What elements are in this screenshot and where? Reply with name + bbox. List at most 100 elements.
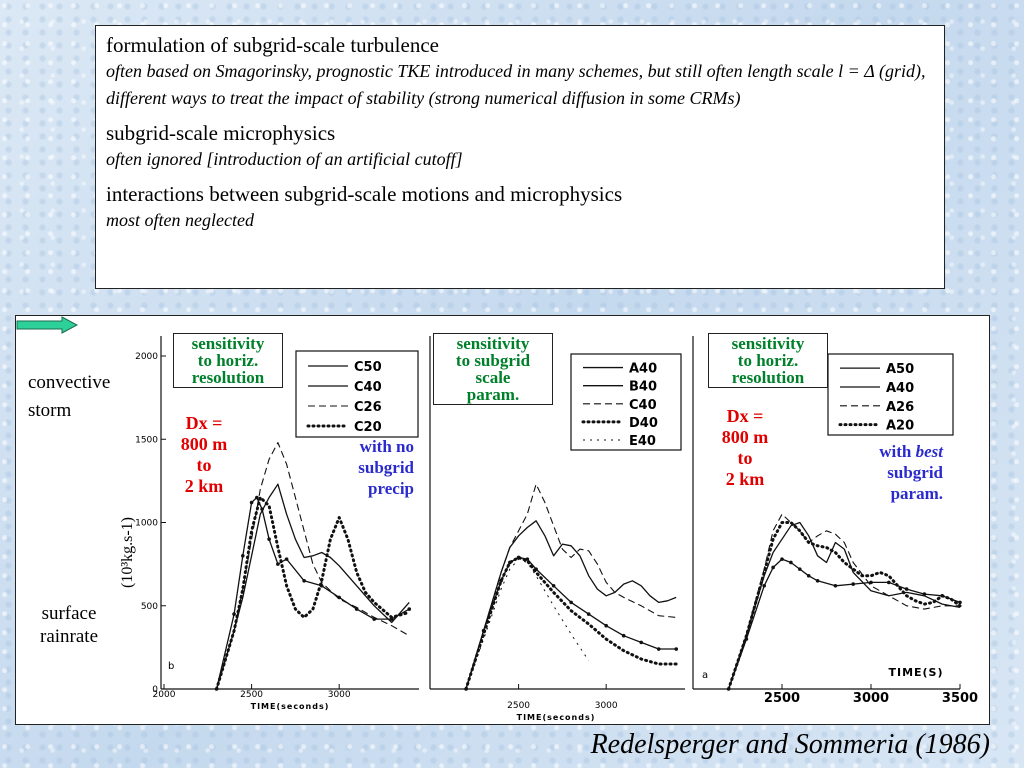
y-tick-label: 1000: [135, 519, 158, 529]
legend-label-a40: A40: [629, 362, 657, 377]
legend-label-c20: C20: [354, 420, 382, 435]
y-tick-label: 1500: [135, 435, 158, 445]
text-panel: formulation of subgrid-scale turbulence …: [95, 25, 945, 289]
series-point-a50: [851, 582, 855, 586]
legend-label-c40: C40: [629, 398, 657, 413]
x-tick-label: 2500: [507, 701, 530, 711]
best-note-em: best: [915, 442, 943, 461]
heading-interactions: interactions between subgrid-scale motio…: [106, 182, 623, 206]
legend-label-c50: C50: [354, 360, 382, 375]
right-arrow-icon: [16, 316, 78, 334]
series-point-a50: [780, 557, 784, 561]
y-tick-label: 500: [141, 602, 158, 612]
series-point-b40: [674, 647, 679, 651]
legend-label-a20: A20: [886, 419, 914, 434]
legend-label-d40: D40: [629, 416, 658, 431]
series-point-a50: [833, 583, 838, 588]
x-axis-label: TIME(seconds): [251, 702, 330, 711]
series-point-a50: [887, 580, 891, 585]
x-tick-label: 2000: [153, 690, 176, 700]
note-box-3: sensitivity to horiz. resolution: [708, 333, 828, 388]
x-axis-label: TIME(seconds): [517, 713, 596, 722]
legend-label-a26: A26: [886, 400, 914, 415]
y-tick-label: 0: [152, 685, 158, 695]
series-line-c40: [215, 483, 410, 690]
legend-label-b40: B40: [629, 380, 657, 395]
series-line-e40: [465, 558, 590, 690]
series-line-a20: [727, 521, 962, 691]
series-line-c50: [215, 496, 410, 690]
series-point-c50: [249, 500, 254, 505]
series-point-c50: [267, 537, 271, 541]
convective-storm-label: convective storm: [28, 372, 111, 421]
citation: Redelsperger and Sommeria (1986): [590, 729, 990, 760]
series-line-d40: [464, 556, 678, 691]
legend-box-1: [570, 353, 682, 451]
series-point-b40: [604, 623, 608, 628]
series-point-b40: [551, 583, 556, 588]
detail-interactions: most often neglected: [106, 210, 254, 230]
detail-turbulence: often based on Smagorinsky, prognostic T…: [106, 61, 926, 108]
series-point-a50: [869, 580, 873, 585]
series-point-c50: [232, 612, 236, 616]
series-point-a50: [789, 560, 793, 565]
series-point-a50: [815, 578, 820, 583]
heading-microphysics: subgrid-scale microphysics: [106, 121, 336, 145]
series-point-a50: [904, 587, 909, 591]
x-tick-label: 3000: [595, 701, 618, 711]
charts-svg: 0 500 1000 1500 2000 2000 2500 3000 TIME(seconds…: [135, 336, 978, 722]
heading-turbulence: formulation of subgrid-scale turbulence: [106, 33, 439, 57]
bullet-interactions: interactions between subgrid-scale motio…: [106, 182, 934, 234]
legend-label-e40: E40: [629, 434, 656, 449]
panel-letter: a: [702, 670, 708, 681]
legend-box-0: [295, 350, 419, 438]
bullet-microphysics: subgrid-scale microphysics often ignored…: [106, 121, 934, 173]
legend-label-c40: C40: [354, 380, 382, 395]
best-note-post: subgrid param.: [887, 463, 943, 503]
x-tick-label: 3000: [853, 691, 889, 706]
series-point-c50: [255, 495, 259, 500]
series-line-c40: [465, 483, 677, 690]
series-point-a50: [958, 600, 962, 605]
resolution-note-3: Dx = 800 m to 2 km: [721, 406, 769, 489]
series-point-c50: [276, 562, 280, 566]
y-axis-label: (10³kg.s-1): [119, 516, 136, 588]
note-box-2: sensitivity to subgrid scale param.: [433, 333, 553, 405]
series-point-a50: [762, 583, 766, 588]
series-line-b40: [465, 556, 677, 690]
x-tick-label: 3500: [942, 691, 978, 706]
series-point-a50: [806, 573, 811, 578]
bullet-turbulence: formulation of subgrid-scale turbulence …: [106, 33, 934, 112]
series-point-c50: [284, 557, 289, 561]
series-point-a50: [798, 567, 802, 571]
figure-panel: 0 500 1000 1500 2000 2000 2500 3000 TIME(seconds…: [15, 315, 990, 725]
detail-microphysics: often ignored [introduction of an artifi…: [106, 149, 463, 169]
x-axis-label: TIME(S): [888, 666, 943, 679]
series-point-b40: [586, 612, 591, 616]
series-point-a50: [771, 565, 775, 570]
precip-note: with no subgrid precip: [358, 437, 414, 498]
series-line-a40: [465, 520, 677, 690]
panel-letter: b: [168, 661, 174, 672]
best-note-pre: with: [879, 442, 916, 461]
legend-label-a40: A40: [886, 381, 914, 396]
series-point-c50: [241, 554, 245, 558]
legend-label-a50: A50: [886, 362, 914, 377]
legend-label-c26: C26: [354, 400, 382, 415]
series-point-b40: [621, 633, 626, 638]
legend-box-2: [827, 353, 954, 436]
series-point-c50: [407, 607, 412, 611]
x-tick-label: 2500: [764, 691, 800, 706]
resolution-note-1: Dx = 800 m to 2 km: [180, 413, 228, 496]
series-point-b40: [569, 600, 573, 605]
series-point-c50: [302, 578, 306, 583]
note-box-1: sensitivity to horiz. resolution: [173, 333, 283, 388]
x-tick-label: 3000: [328, 690, 351, 700]
x-tick-label: 2500: [240, 690, 263, 700]
series-line-c20: [215, 496, 411, 691]
series-line-a40: [727, 521, 961, 690]
series-point-b40: [656, 647, 661, 651]
surface-rainrate-label: surface rainrate: [40, 603, 99, 647]
best-param-note: with best subgrid param.: [843, 441, 943, 504]
y-tick-label: 2000: [135, 352, 158, 362]
